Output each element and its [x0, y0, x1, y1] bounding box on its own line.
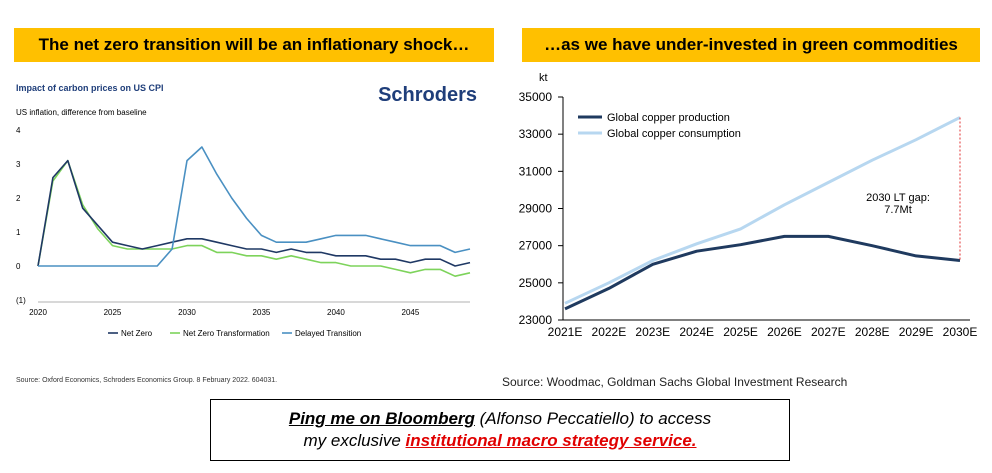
legend-label: Net Zero	[121, 329, 153, 338]
series-delayed-transition	[38, 146, 471, 267]
right-source-note: Source: Woodmac, Goldman Sachs Global In…	[502, 375, 848, 389]
series-net-zero-transformation	[37, 159, 471, 278]
y-tick-label: 2	[16, 194, 21, 203]
strategy-service-link[interactable]: institutional macro strategy service.	[405, 431, 697, 450]
chart-subtitle: US inflation, difference from baseline	[16, 108, 147, 117]
x-tick-label: 2020	[29, 308, 47, 317]
call-to-action-box: Ping me on Bloomberg (Alfonso Peccatiell…	[210, 399, 790, 461]
legend-label: Delayed Transition	[295, 329, 361, 338]
x-tick-label: 2040	[327, 308, 345, 317]
y-tick-label: 3	[16, 160, 21, 169]
cta-line-1: Ping me on Bloomberg (Alfonso Peccatiell…	[211, 408, 789, 430]
legend-label: Net Zero Transformation	[183, 329, 270, 338]
schroders-logo: Schroders	[378, 84, 477, 106]
cta-line-2: my exclusive institutional macro strateg…	[211, 430, 789, 452]
x-tick-label: 2025	[104, 308, 122, 317]
cta-line-2-text: my exclusive	[303, 431, 406, 450]
y-tick-label: 0	[16, 262, 21, 271]
right-headline-banner: …as we have under-invested in green comm…	[522, 28, 980, 62]
x-tick-label: 2045	[402, 308, 420, 317]
x-tick-label: 2035	[253, 308, 271, 317]
left-source-note: Source: Oxford Economics, Schroders Econ…	[16, 377, 278, 384]
series-net-zero	[37, 159, 471, 267]
left-headline-banner: The net zero transition will be an infla…	[14, 28, 494, 62]
y-tick-label: (1)	[16, 296, 26, 305]
y-tick-label: 1	[16, 228, 21, 237]
y-tick-label: 4	[16, 126, 21, 135]
chart-title: Impact of carbon prices on US CPI	[16, 83, 164, 93]
bloomberg-link[interactable]: Ping me on Bloomberg	[288, 409, 475, 428]
x-tick-label: 2030	[178, 308, 196, 317]
cta-line-1-text: (Alfonso Peccatiello) to access	[474, 409, 712, 428]
